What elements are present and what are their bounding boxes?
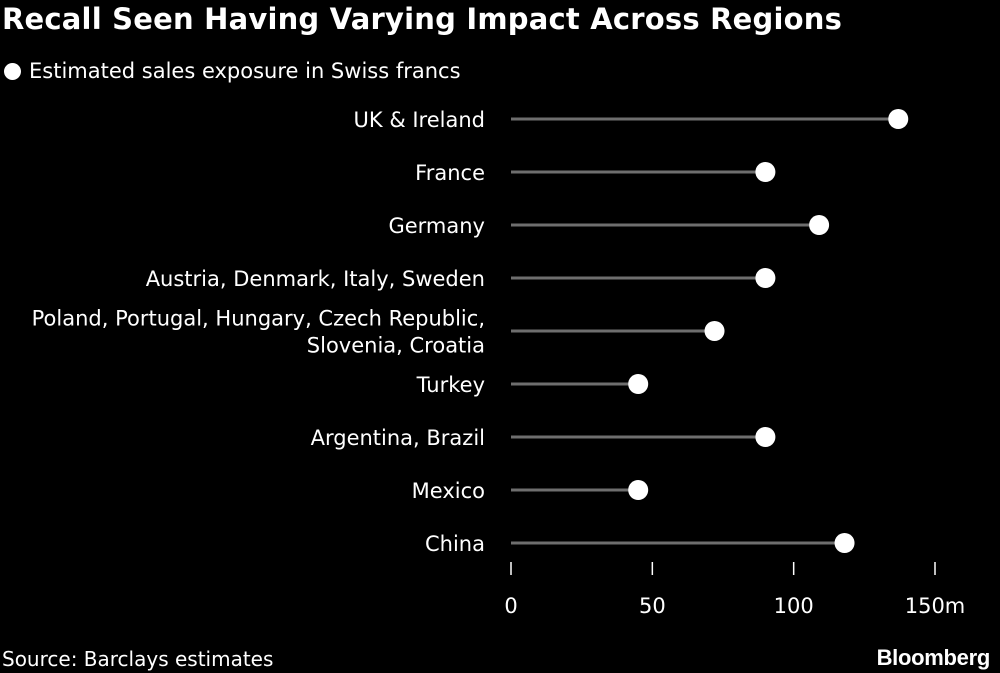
legend: Estimated sales exposure in Swiss francs: [4, 58, 461, 84]
x-tick-label: 0: [504, 594, 517, 618]
category-label: UK & Ireland: [354, 108, 486, 132]
x-tick-label: 150m: [905, 594, 966, 618]
lollipop-dot: [834, 533, 855, 553]
category-label: Turkey: [416, 373, 485, 397]
lollipop-dot: [755, 268, 776, 288]
x-tick-label: 50: [639, 594, 666, 618]
legend-marker: [4, 62, 21, 80]
x-tick-label: 100: [774, 594, 814, 618]
category-label: Slovenia, Croatia: [307, 334, 485, 358]
category-label: Poland, Portugal, Hungary, Czech Republi…: [32, 307, 485, 331]
legend-label: Estimated sales exposure in Swiss francs: [29, 59, 461, 83]
category-label: China: [425, 532, 485, 556]
lollipop-dot: [809, 215, 830, 235]
source-note: Source: Barclays estimates: [2, 647, 274, 671]
chart-title: Recall Seen Having Varying Impact Across…: [2, 2, 843, 36]
category-label: Mexico: [412, 479, 485, 503]
lollipop-dot: [888, 109, 909, 129]
category-label: Argentina, Brazil: [311, 426, 485, 450]
bloomberg-logo: Bloomberg: [876, 645, 991, 670]
category-label: Germany: [388, 214, 485, 238]
lollipop-dot: [755, 162, 776, 182]
lollipop-dot: [628, 480, 649, 500]
lollipop-dot: [628, 374, 649, 394]
category-label: Austria, Denmark, Italy, Sweden: [146, 267, 485, 291]
lollipop-dot: [755, 427, 776, 447]
lollipop-dot: [704, 321, 725, 341]
category-label: France: [415, 161, 485, 185]
